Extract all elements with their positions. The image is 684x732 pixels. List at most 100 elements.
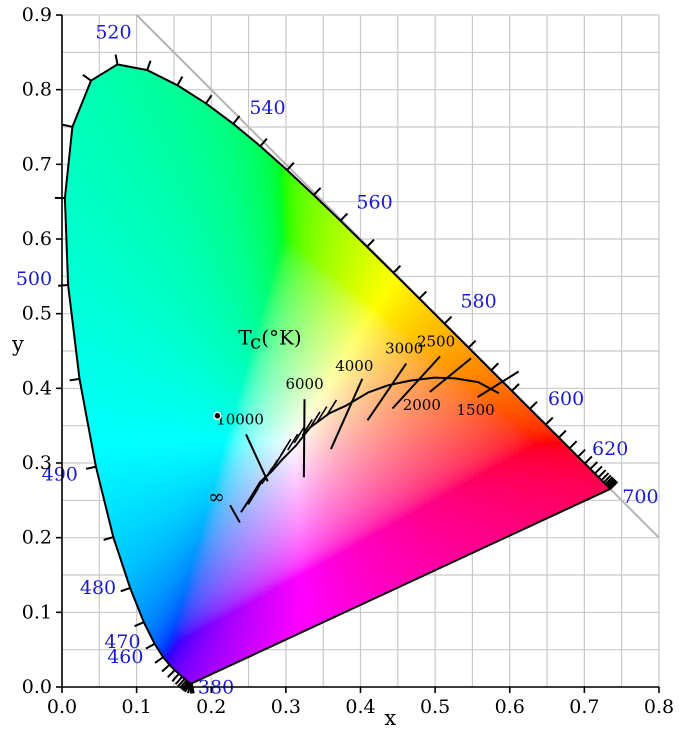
wavelength-label-470: 470 xyxy=(104,631,140,653)
wavelength-ticks xyxy=(54,54,619,694)
wavelength-tick xyxy=(171,673,180,682)
line-of-purples xyxy=(191,488,611,685)
y-tick-label: 0.8 xyxy=(22,79,52,101)
wavelength-tick xyxy=(120,586,131,593)
y-tick-label: 0.3 xyxy=(22,452,52,474)
wavelength-tick xyxy=(259,137,268,147)
wavelength-tick xyxy=(180,681,189,691)
wavelength-tick xyxy=(232,115,241,125)
wavelength-tick xyxy=(366,238,375,248)
y-tick-label: 0.2 xyxy=(22,527,52,549)
locus-tick xyxy=(309,411,321,429)
wavelength-tick xyxy=(82,74,92,82)
wavelength-tick xyxy=(58,283,69,287)
wavelength-tick xyxy=(176,76,184,86)
wavelength-tick xyxy=(600,472,610,481)
wavelength-tick xyxy=(511,383,520,392)
temperature-label-1500: 1500 xyxy=(456,401,494,419)
wavelength-tick xyxy=(62,123,73,128)
wavelength-label-540: 540 xyxy=(249,97,285,119)
wavelength-tick xyxy=(443,315,453,325)
wavelength-tick xyxy=(604,476,614,485)
wavelength-tick xyxy=(529,401,538,410)
wavelength-tick xyxy=(467,339,477,349)
x-tick-label: 0.8 xyxy=(644,696,674,718)
wavelength-tick xyxy=(69,377,80,382)
wavelength-label-520: 520 xyxy=(95,21,131,43)
x-tick-label: 0.4 xyxy=(345,696,375,718)
locus-tick xyxy=(254,475,267,493)
x-tick-label: 0.5 xyxy=(420,696,450,718)
wavelength-tick xyxy=(312,187,322,196)
wavelength-tick xyxy=(85,465,97,470)
wavelength-tick xyxy=(146,60,152,71)
wavelength-label-620: 620 xyxy=(592,438,628,460)
wavelength-tick xyxy=(145,642,156,650)
temperature-label-6000: 6000 xyxy=(285,375,323,393)
white-point-marker xyxy=(213,411,222,421)
isotherm-10000 xyxy=(245,433,269,482)
wavelength-tick xyxy=(114,54,119,65)
locus-tick xyxy=(280,438,292,456)
y-tick-label: 0.7 xyxy=(22,153,52,175)
wavelength-label-480: 480 xyxy=(80,577,116,599)
wavelength-tick xyxy=(392,265,402,274)
planckian-locus-ticks xyxy=(247,399,338,505)
x-tick-label: 0.6 xyxy=(495,696,525,718)
wavelength-tick xyxy=(594,465,603,475)
x-axis-label: x xyxy=(384,706,396,730)
y-tick-label: 0.0 xyxy=(22,676,52,698)
wavelength-tick xyxy=(167,669,176,678)
wavelength-tick xyxy=(174,676,183,685)
wavelength-tick xyxy=(103,536,114,541)
isotherm-4000 xyxy=(330,378,364,450)
wavelength-tick xyxy=(577,449,586,458)
y-tick-label: 0.4 xyxy=(22,377,52,399)
isotherm-lines xyxy=(245,355,520,482)
wavelength-tick xyxy=(286,162,295,171)
wavelength-tick xyxy=(154,656,164,664)
wavelength-tick xyxy=(134,621,145,628)
wavelength-tick xyxy=(177,678,186,687)
infinity-mark xyxy=(229,504,241,523)
wavelength-label-490: 490 xyxy=(42,464,78,486)
x-tick-label: 0.1 xyxy=(122,696,152,718)
isotherm-2000 xyxy=(429,357,472,393)
wavelength-label-500: 500 xyxy=(16,268,52,290)
wavelength-tick xyxy=(418,290,428,300)
locus-tick xyxy=(316,406,328,424)
wavelength-tick xyxy=(606,477,615,487)
temperature-label-10000: 10000 xyxy=(216,410,264,428)
wavelength-label-580: 580 xyxy=(460,291,496,313)
wavelength-label-560: 560 xyxy=(356,192,392,214)
temperature-label-2000: 2000 xyxy=(403,396,441,414)
wavelength-tick xyxy=(545,416,554,426)
isotherm-6000 xyxy=(302,399,306,478)
tc-label: Tc(°K) xyxy=(238,326,302,354)
y-axis-label: y xyxy=(11,332,24,356)
wavelength-tick xyxy=(490,362,500,371)
temperature-label-2500: 2500 xyxy=(417,332,455,350)
temperature-label-3000: 3000 xyxy=(385,340,423,358)
temperature-label-4000: 4000 xyxy=(335,357,373,375)
y-tick-label: 0.9 xyxy=(22,4,52,26)
wavelength-tick xyxy=(584,455,593,465)
wavelength-label-460: 460 xyxy=(107,646,143,668)
wavelength-tick xyxy=(161,664,171,673)
wavelength-tick xyxy=(597,469,607,478)
x-tick-label: 0.7 xyxy=(569,696,599,718)
wavelength-label-600: 600 xyxy=(548,388,584,410)
wavelength-tick xyxy=(205,94,213,104)
wavelength-tick xyxy=(558,429,567,439)
wavelength-tick xyxy=(589,461,599,470)
x-tick-label: 0.3 xyxy=(271,696,301,718)
isotherm-1500 xyxy=(477,370,520,398)
isotherm-2500 xyxy=(391,355,441,410)
wavelength-tick xyxy=(339,212,349,222)
x-tick-label: 0.2 xyxy=(196,696,226,718)
axes: 0.0 0.1 0.2 0.3 0.4 0.5 0.6 0.7 0.8 0.0 0.1 0.2 0.3 0… xyxy=(22,4,674,718)
locus-tick xyxy=(287,433,299,451)
spectral-locus xyxy=(63,63,612,685)
